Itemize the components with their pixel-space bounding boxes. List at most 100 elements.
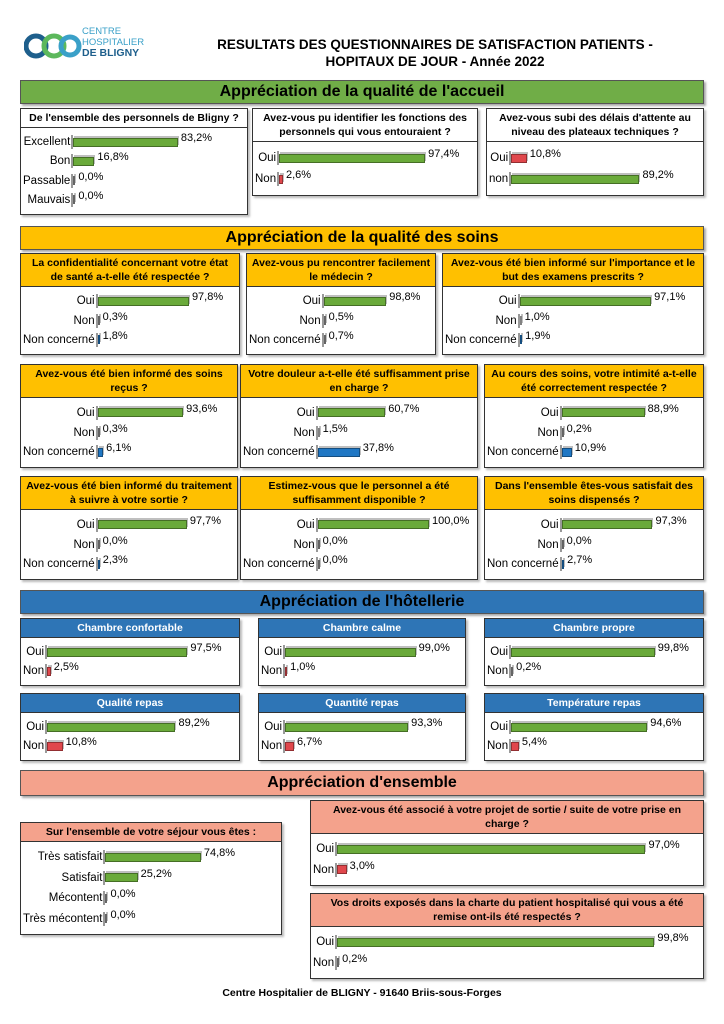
bar-cell: 0,2% xyxy=(335,952,701,970)
category-label: Oui xyxy=(76,295,95,308)
bar xyxy=(323,335,326,345)
category-label: Non concerné xyxy=(23,446,95,459)
bar xyxy=(511,153,527,163)
bar xyxy=(337,865,347,875)
value-label: 0,5% xyxy=(328,310,354,323)
panel: Avez-vous été associé à votre projet de … xyxy=(310,800,704,886)
value-label: 97,5% xyxy=(190,642,222,654)
category-label: Non xyxy=(537,538,559,551)
bar xyxy=(47,647,188,657)
bar-cell: 1,0% xyxy=(283,661,463,678)
panel: Avez-vous été bien informé du traitement… xyxy=(20,476,238,580)
bar xyxy=(285,666,288,676)
category-label: Oui xyxy=(258,152,277,164)
category-label: Non concerné xyxy=(249,333,321,346)
category-label: Oui xyxy=(540,406,559,419)
bar xyxy=(323,296,387,306)
panel-question: Chambre propre xyxy=(485,619,703,638)
panel-body: Oui 99,8% Non 0,2% xyxy=(311,927,703,978)
value-label: 10,9% xyxy=(574,442,606,455)
value-label: 97,4% xyxy=(428,148,460,160)
category-label: Non xyxy=(255,173,277,185)
category-label: Oui xyxy=(316,843,335,856)
bar-cell: 97,7% xyxy=(95,515,235,532)
panel: Avez-vous été bien informé des soins reç… xyxy=(20,364,238,468)
bar xyxy=(511,722,648,732)
bar xyxy=(317,559,320,569)
logo xyxy=(24,33,82,59)
bar-cell: 3,0% xyxy=(335,860,701,877)
bar-cell: 83,2% xyxy=(71,132,245,150)
value-label: 60,7% xyxy=(388,402,420,415)
bar xyxy=(97,559,100,569)
panel-question: Température repas xyxy=(485,694,703,713)
value-label: 98,8% xyxy=(389,291,421,304)
panel: La confidentialité concernant votre état… xyxy=(20,253,240,355)
bar xyxy=(337,844,646,854)
category-label: Oui xyxy=(540,518,559,531)
value-label: 97,3% xyxy=(655,514,687,527)
category-label: Oui xyxy=(490,721,509,733)
category-label: Oui xyxy=(296,518,315,531)
bar-cell: 0,5% xyxy=(321,310,433,328)
panel: Chambre confortable Oui 97,5% Non 2,5% xyxy=(20,618,240,686)
value-label: 1,0% xyxy=(290,661,316,673)
bar xyxy=(73,195,76,205)
bar-cell: 1,9% xyxy=(517,330,701,347)
bar-cell: 60,7% xyxy=(315,402,475,420)
bar xyxy=(97,428,100,437)
value-label: 0,0% xyxy=(322,554,348,567)
bar xyxy=(317,520,429,530)
panel: Température repas Oui 94,6% Non 5,4% xyxy=(484,693,704,761)
panel-question: Avez-vous été bien informé sur l'importa… xyxy=(443,254,703,287)
panel-question: Vos droits exposés dans la charte du pat… xyxy=(311,894,703,927)
bar-cell: 99,0% xyxy=(283,642,463,659)
panel: Quantité repas Oui 93,3% Non 6,7% xyxy=(258,693,466,761)
logo-line: DE BLIGNY xyxy=(82,47,140,59)
bar-cell: 0,0% xyxy=(103,888,279,906)
bar xyxy=(561,520,653,530)
value-label: 89,2% xyxy=(178,717,210,729)
panel: Avez-vous subi des délais d'attente au n… xyxy=(486,108,704,196)
bar xyxy=(285,741,294,751)
panel-body: Oui 99,8% Non 0,2% xyxy=(485,638,703,685)
category-label: Non xyxy=(73,538,95,551)
section-title: Appréciation de la qualité de l'accueil xyxy=(20,80,704,104)
category-label: Très mécontent xyxy=(23,912,103,925)
panel: Estimez-vous que le personnel a été suff… xyxy=(240,476,478,580)
panel: Chambre calme Oui 99,0% Non 1,0% xyxy=(258,618,466,686)
bar xyxy=(317,408,386,418)
value-label: 93,3% xyxy=(411,717,443,729)
category-label: Non xyxy=(293,538,315,551)
bar xyxy=(519,316,522,325)
bar-cell: 0,0% xyxy=(95,535,235,552)
category-label: Oui xyxy=(316,936,335,949)
category-label: Oui xyxy=(264,646,283,658)
category-label: Non xyxy=(23,665,45,677)
value-label: 0,0% xyxy=(322,534,348,547)
bar-cell: 0,0% xyxy=(103,909,279,926)
panel-question: Avez-vous été bien informé du traitement… xyxy=(21,477,237,510)
value-label: 0,0% xyxy=(78,170,104,183)
bar-cell: 0,2% xyxy=(559,423,701,440)
panel: De l'ensemble des personnels de Bligny ?… xyxy=(20,108,248,215)
category-label: Non xyxy=(73,426,95,439)
panel: Sur l'ensemble de votre séjour vous êtes… xyxy=(20,822,282,935)
value-label: 6,7% xyxy=(296,736,323,748)
bar-cell: 37,8% xyxy=(315,442,475,460)
bar-cell: 89,2% xyxy=(45,717,237,734)
value-label: 88,9% xyxy=(647,402,679,415)
category-label: Non concerné xyxy=(487,446,559,459)
bar-cell: 0,0% xyxy=(71,170,245,188)
bar xyxy=(105,873,138,883)
value-label: 0,2% xyxy=(342,952,368,965)
panel-body: Oui 97,4% Non 2,6% xyxy=(253,142,477,195)
category-label: Non concerné xyxy=(243,446,315,459)
value-label: 97,0% xyxy=(648,839,680,852)
category-label: Non xyxy=(495,314,517,327)
category-label: Oui xyxy=(490,152,509,164)
panel-question: Estimez-vous que le personnel a été suff… xyxy=(241,477,477,510)
category-label: Oui xyxy=(302,295,321,308)
category-label: Mauvais xyxy=(27,193,71,206)
bar xyxy=(511,174,640,184)
